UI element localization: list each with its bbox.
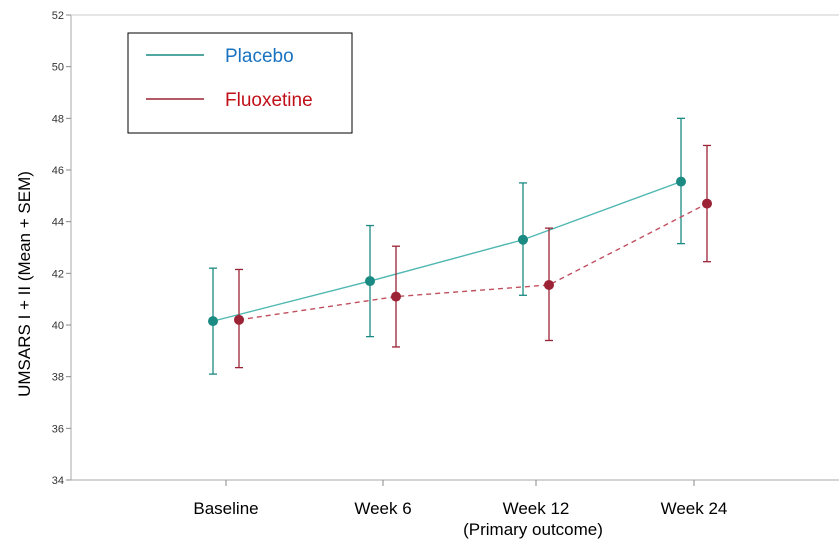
axes: [70, 14, 839, 481]
y-tick-label: 46: [52, 165, 64, 177]
series-layer: [208, 117, 712, 375]
data-point: [702, 198, 712, 209]
y-tick-label: 38: [52, 372, 64, 384]
legend: Placebo Fluoxetine: [127, 32, 353, 134]
legend-box: [127, 32, 353, 134]
y-tick-label: 50: [52, 62, 64, 74]
x-axis-ticks: Baseline Week 6 Week 12 (Primary outcome) We…: [193, 480, 727, 539]
y-tick-label: 42: [52, 268, 64, 280]
series-placebo: [208, 117, 686, 375]
data-point: [544, 279, 554, 290]
legend-label: Fluoxetine: [225, 90, 313, 111]
x-tick-label: Week 24: [661, 499, 728, 518]
series-fluoxetine: [234, 144, 712, 369]
series-line: [212, 180, 682, 322]
series-line: [238, 202, 708, 321]
y-axis-ticks: 34 36 38 40 42 44 46 48 50 52: [52, 10, 71, 487]
x-tick-label: Baseline: [193, 499, 258, 518]
x-tick-label: Week 12: [503, 499, 570, 518]
data-point: [391, 291, 401, 302]
y-tick-label: 40: [52, 320, 64, 332]
y-tick-label: 36: [52, 423, 64, 435]
legend-label: Placebo: [225, 46, 294, 67]
data-point: [234, 314, 244, 325]
x-tick-sublabel: (Primary outcome): [463, 520, 603, 539]
y-tick-label: 44: [52, 217, 64, 229]
x-tick-label: Week 6: [354, 499, 411, 518]
y-tick-label: 52: [52, 10, 64, 22]
data-point: [676, 176, 686, 187]
data-point: [208, 316, 218, 327]
data-point: [518, 234, 528, 245]
y-tick-label: 48: [52, 113, 64, 125]
y-axis-label: UMSARS I + II (Mean + SEM): [15, 171, 34, 397]
y-tick-label: 34: [52, 475, 64, 487]
data-point: [365, 276, 375, 287]
